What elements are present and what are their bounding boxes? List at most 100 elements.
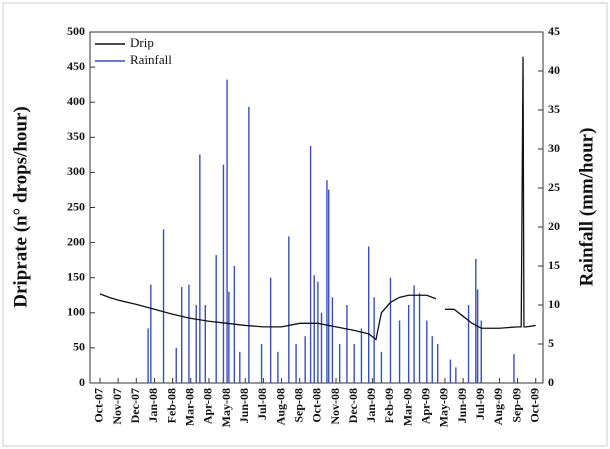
y-tick-label: 250 (67, 199, 85, 213)
y2-tick-label: 10 (548, 297, 560, 311)
rain-bar (353, 344, 355, 383)
rain-bar (195, 305, 197, 383)
x-tick-label: Jan-09 (364, 388, 378, 423)
rain-bar (455, 367, 457, 383)
rain-bar (226, 79, 228, 383)
rain-bar (277, 351, 279, 383)
y2-tick-label: 15 (548, 258, 560, 272)
y2-tick-label: 0 (548, 375, 554, 389)
rain-bar (373, 297, 375, 383)
rain-bar (407, 305, 410, 383)
rain-bar (162, 229, 165, 383)
rain-bar (295, 344, 297, 383)
legend-label: Rainfall (130, 52, 172, 67)
rain-bar (215, 255, 217, 383)
rain-bar (475, 258, 477, 383)
rain-bar (346, 305, 348, 383)
x-tick-label: Mar-08 (183, 388, 197, 426)
x-tick-label: Nov-07 (110, 388, 124, 425)
rain-bar (389, 277, 392, 383)
y-tick-label: 150 (67, 269, 85, 283)
rain-bar (480, 320, 482, 383)
rain-bar (175, 347, 177, 383)
rain-bar (248, 106, 250, 383)
x-tick-label: Dec-07 (128, 388, 142, 423)
x-tick-label: May-09 (437, 388, 451, 427)
rain-bar (360, 328, 363, 383)
x-tick-label: Oct-07 (92, 388, 106, 423)
x-tick-label: Aug-08 (273, 388, 287, 425)
y-tick-label: 450 (67, 59, 85, 73)
x-tick-label: Nov-08 (328, 388, 342, 425)
rain-bar (367, 246, 370, 383)
y-tick-label: 50 (73, 340, 85, 354)
y-tick-label: 0 (79, 375, 85, 389)
x-tick-label: Jan-08 (146, 388, 160, 423)
x-tick-label: Mar-09 (400, 388, 414, 426)
rain-bar (413, 285, 415, 383)
rain-bar (426, 320, 428, 383)
rain-bar (222, 164, 225, 383)
rain-bar (313, 275, 315, 383)
rain-bar (513, 354, 515, 383)
rain-bar (320, 312, 323, 383)
y2-tick-label: 45 (548, 24, 560, 38)
y2-axis-label: Rainfall (mm/hour) (576, 128, 597, 287)
x-tick-label: Feb-08 (164, 388, 178, 423)
x-tick-label: Aug-09 (491, 388, 505, 425)
rain-bar (288, 236, 290, 383)
y-tick-label: 200 (67, 234, 85, 248)
rain-bar (449, 359, 452, 383)
rain-bar (476, 289, 479, 383)
x-tick-label: Jul-08 (255, 388, 269, 420)
rain-bar (467, 305, 470, 383)
rain-bar (326, 180, 328, 383)
y-tick-label: 100 (67, 305, 85, 319)
x-tick-label: Jun-08 (237, 388, 251, 423)
x-tick-label: May-08 (219, 388, 233, 427)
x-tick-label: Dec-08 (346, 388, 360, 423)
rain-bar (418, 293, 421, 383)
rain-bar (239, 351, 241, 383)
rain-bar (147, 328, 149, 383)
rain-bar (309, 145, 312, 383)
y2-tick-label: 20 (548, 219, 560, 233)
rain-bar (380, 351, 383, 383)
x-tick-label: Jun-09 (455, 388, 469, 423)
x-tick-label: Oct-09 (527, 388, 541, 423)
x-tick-label: Sep-09 (509, 388, 523, 423)
x-tick-label: Apr-08 (201, 388, 215, 424)
rain-bar (317, 281, 319, 383)
x-tick-label: Sep-08 (291, 388, 305, 423)
y-tick-label: 500 (67, 24, 85, 38)
rain-bar (199, 154, 201, 383)
rain-bar (228, 291, 230, 383)
x-tick-label: Feb-09 (382, 388, 396, 423)
y2-tick-label: 30 (548, 141, 560, 155)
rain-bar (150, 284, 152, 383)
y2-tick-label: 5 (548, 336, 554, 350)
rain-bar (260, 344, 263, 383)
rain-bar (398, 320, 401, 383)
x-tick-label: Oct-08 (310, 388, 324, 423)
y2-tick-label: 35 (548, 102, 560, 116)
rain-bar (204, 305, 206, 383)
y-axis-label: Driprate (n° drops/hour) (10, 106, 31, 307)
rain-bar (338, 344, 341, 383)
drip-line (99, 56, 536, 341)
y-tick-label: 350 (67, 129, 85, 143)
rain-bar (269, 277, 272, 383)
x-tick-label: Jul-09 (473, 388, 487, 420)
rain-bar (331, 297, 334, 383)
rain-bar (188, 284, 190, 383)
y-tick-label: 300 (67, 164, 85, 178)
rain-bar (328, 189, 330, 383)
legend-label: Drip (130, 35, 154, 50)
y2-tick-label: 40 (548, 63, 560, 77)
rain-bar (431, 336, 433, 383)
rain-bar (436, 344, 439, 383)
y-tick-label: 400 (67, 94, 85, 108)
rain-bar (180, 287, 183, 383)
